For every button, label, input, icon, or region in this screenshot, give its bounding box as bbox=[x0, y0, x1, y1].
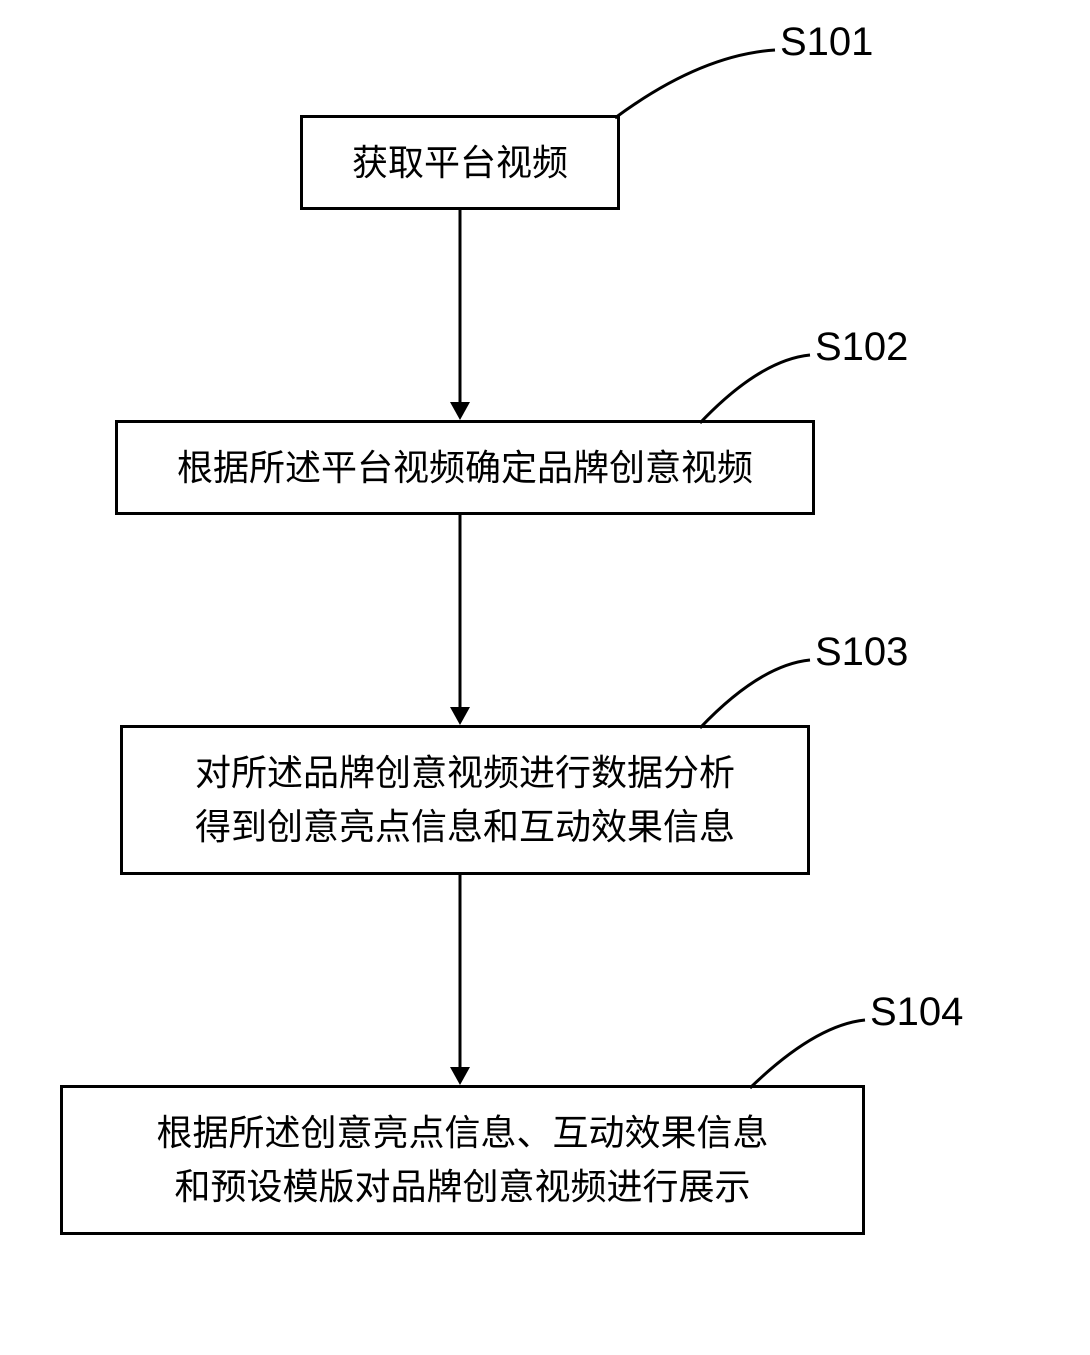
flowchart-node-4: 根据所述创意亮点信息、互动效果信息 和预设模版对品牌创意视频进行展示 bbox=[60, 1085, 865, 1235]
flowchart-node-2: 根据所述平台视频确定品牌创意视频 bbox=[115, 420, 815, 515]
step-label-s104: S104 bbox=[870, 990, 963, 1035]
flowchart-node-3: 对所述品牌创意视频进行数据分析 得到创意亮点信息和互动效果信息 bbox=[120, 725, 810, 875]
label-text: S101 bbox=[780, 20, 873, 64]
node-text-line1: 对所述品牌创意视频进行数据分析 bbox=[195, 746, 735, 800]
flowchart-node-1: 获取平台视频 bbox=[300, 115, 620, 210]
node-text-wrap: 对所述品牌创意视频进行数据分析 得到创意亮点信息和互动效果信息 bbox=[195, 746, 735, 854]
label-text: S102 bbox=[815, 325, 908, 369]
step-label-s102: S102 bbox=[815, 325, 908, 370]
label-text: S104 bbox=[870, 990, 963, 1034]
node-text: 根据所述平台视频确定品牌创意视频 bbox=[177, 441, 753, 495]
node-text: 获取平台视频 bbox=[352, 136, 568, 190]
label-text: S103 bbox=[815, 630, 908, 674]
node-text-line1: 根据所述创意亮点信息、互动效果信息 bbox=[156, 1106, 768, 1160]
flowchart-container: 获取平台视频 根据所述平台视频确定品牌创意视频 对所述品牌创意视频进行数据分析 … bbox=[0, 0, 1090, 1355]
node-text-line2: 和预设模版对品牌创意视频进行展示 bbox=[156, 1160, 768, 1214]
step-label-s101: S101 bbox=[780, 20, 873, 65]
node-text-line2: 得到创意亮点信息和互动效果信息 bbox=[195, 800, 735, 854]
node-text-wrap: 根据所述创意亮点信息、互动效果信息 和预设模版对品牌创意视频进行展示 bbox=[156, 1106, 768, 1214]
step-label-s103: S103 bbox=[815, 630, 908, 675]
